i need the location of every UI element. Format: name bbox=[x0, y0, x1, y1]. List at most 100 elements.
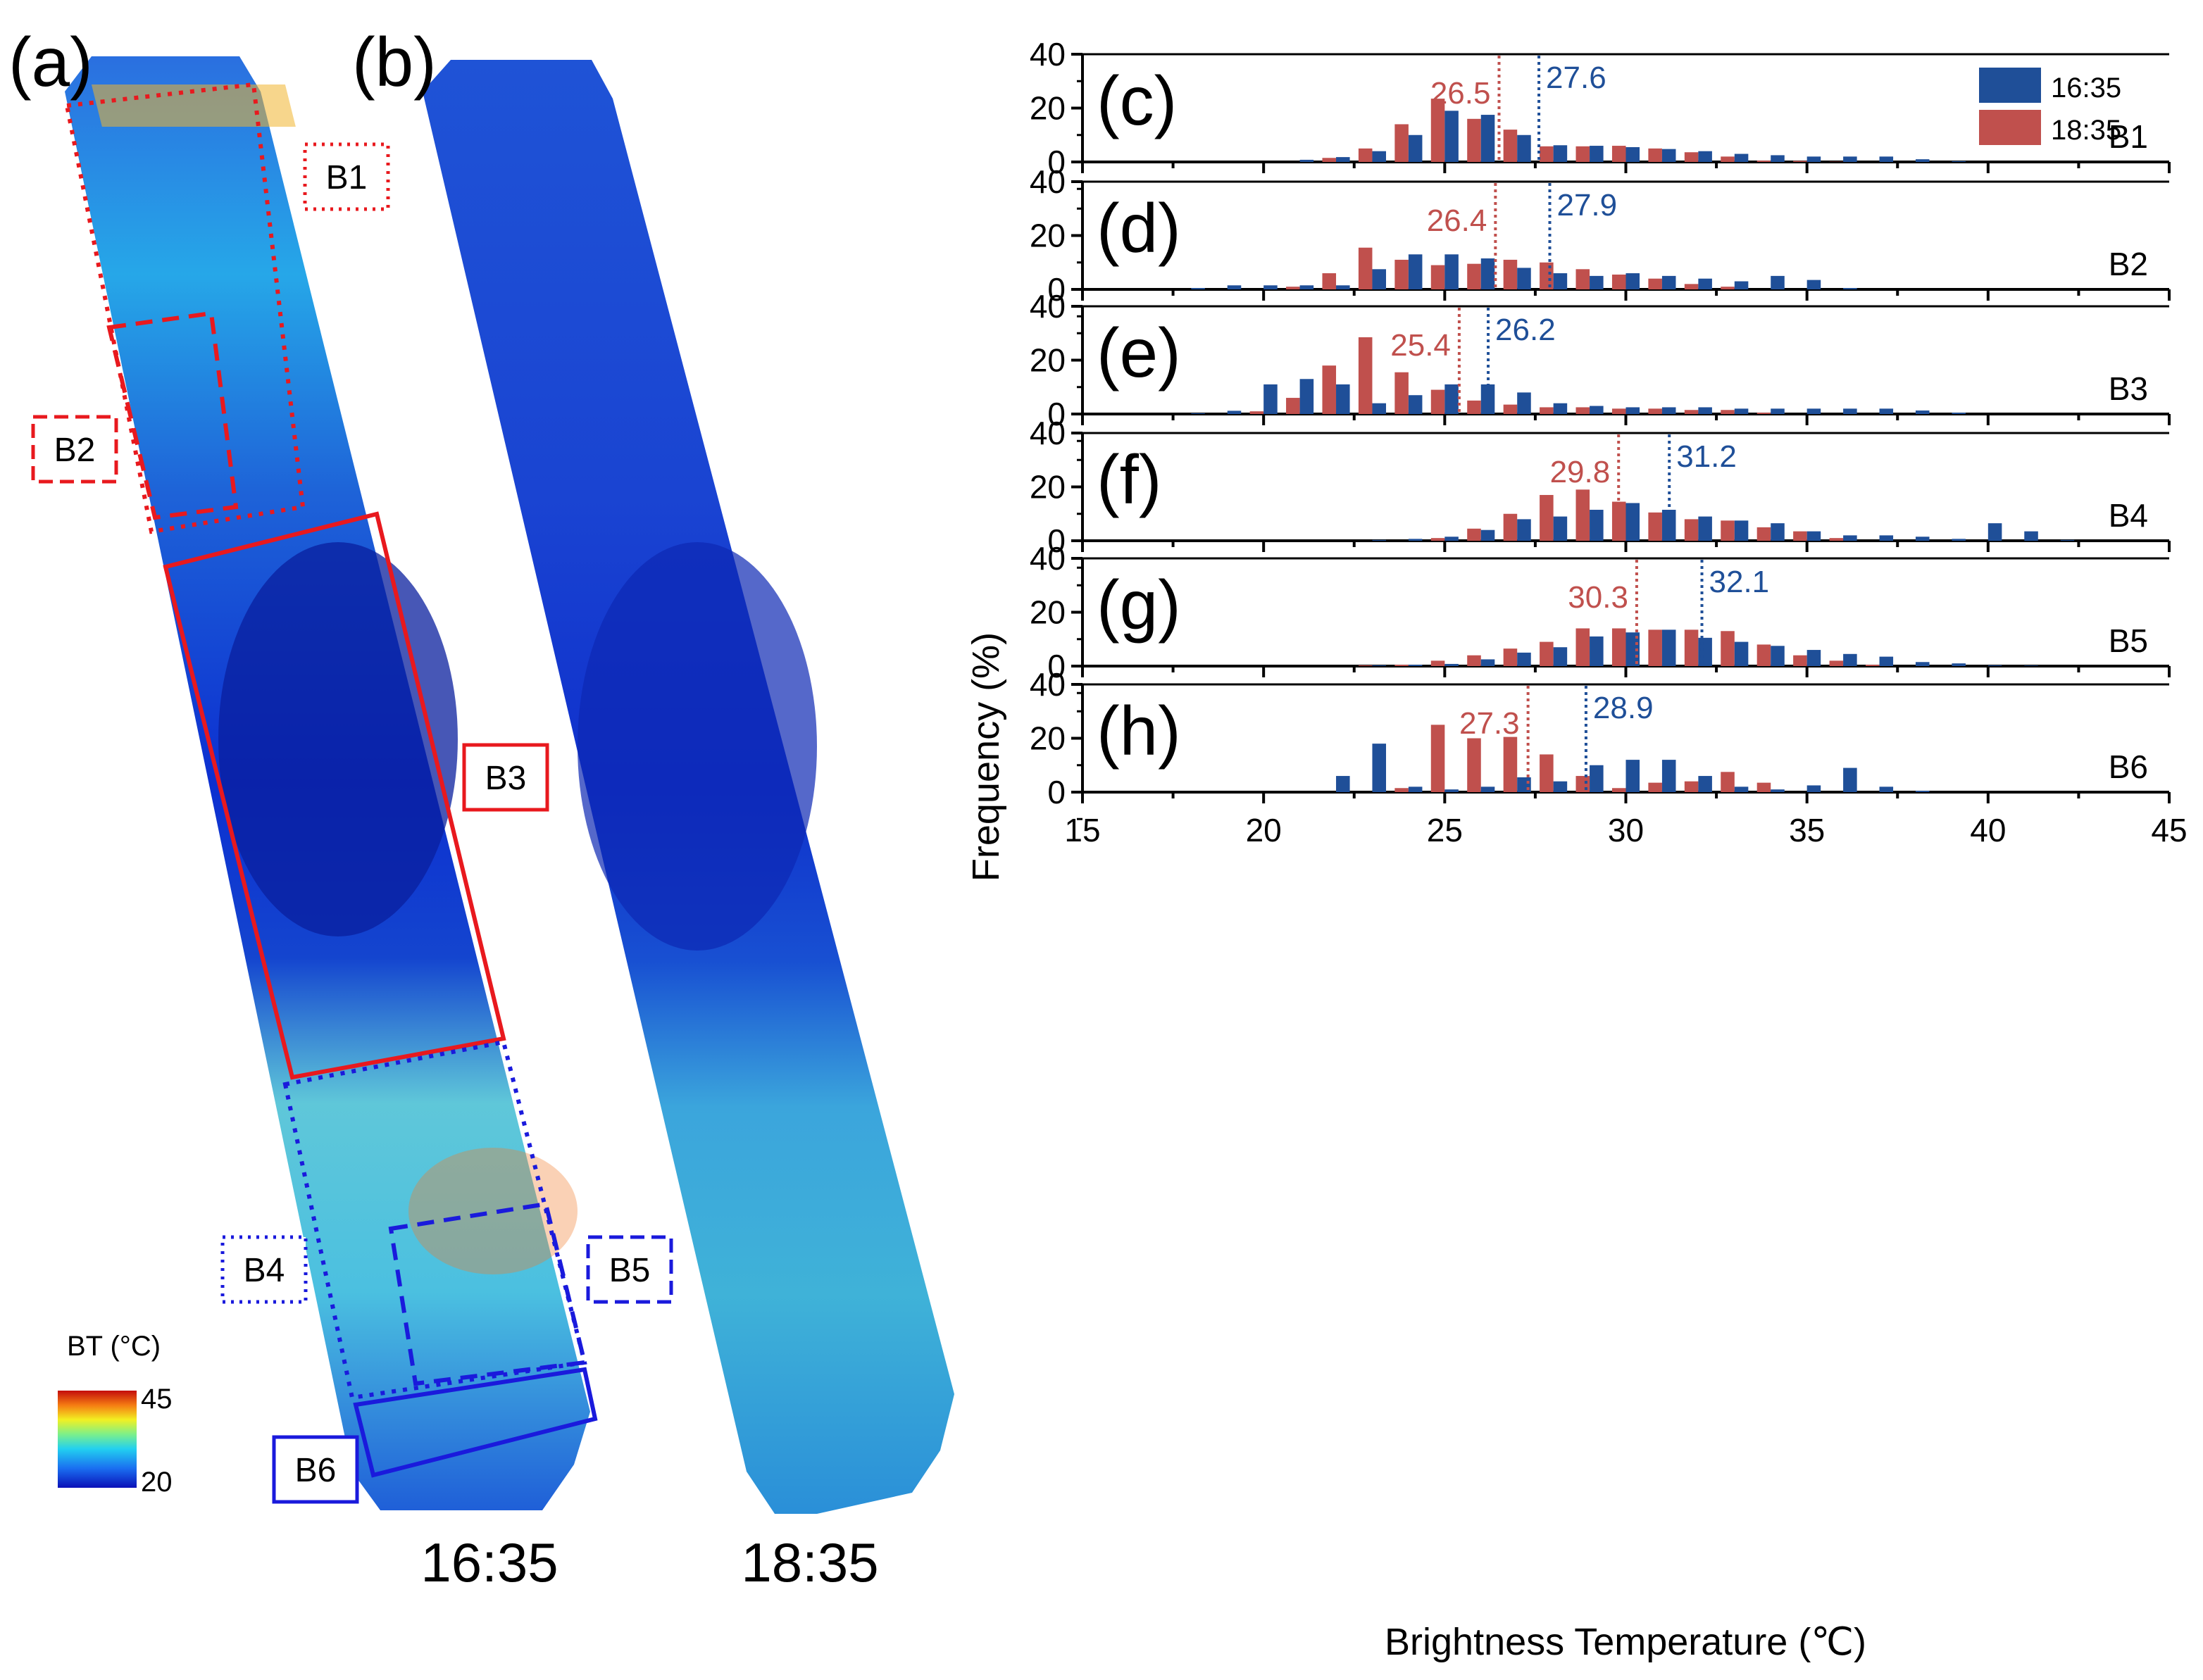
bar-1835 bbox=[1286, 287, 1300, 289]
y-tick-label: 40 bbox=[1030, 666, 1066, 703]
bar-1635 bbox=[1480, 786, 1495, 792]
bar-1835 bbox=[1611, 146, 1626, 162]
bar-1835 bbox=[1684, 629, 1699, 666]
bar-1835 bbox=[1430, 99, 1445, 162]
bar-1635 bbox=[1879, 656, 1894, 666]
bar-1835 bbox=[1611, 501, 1626, 541]
bar-1835 bbox=[1611, 408, 1626, 414]
bar-1635 bbox=[1517, 134, 1531, 162]
bar-1635 bbox=[1372, 269, 1387, 289]
y-tick-label: 20 bbox=[1030, 342, 1066, 379]
bar-1635 bbox=[1625, 407, 1640, 414]
bar-1635 bbox=[1299, 159, 1314, 162]
b2-label-box bbox=[31, 415, 118, 484]
bar-1635 bbox=[1625, 503, 1640, 541]
bar-1635 bbox=[2060, 539, 2075, 541]
histogram-panel-b2: 0 20 40 26.4 27.9 (d) B2 bbox=[1030, 163, 2171, 318]
bar-1835 bbox=[1540, 754, 1554, 792]
bar-1635 bbox=[1336, 384, 1350, 414]
bar-1635 bbox=[1625, 273, 1640, 289]
bar-1635 bbox=[1771, 789, 1785, 792]
bar-1635 bbox=[1698, 151, 1712, 162]
outline-b6 bbox=[353, 1367, 598, 1478]
bar-1635 bbox=[1480, 659, 1495, 666]
bar-1635 bbox=[1517, 392, 1531, 414]
bar-1635 bbox=[1480, 115, 1495, 162]
b1-label: B1 bbox=[326, 159, 368, 196]
bar-1835 bbox=[1829, 538, 1844, 541]
bar-1635 bbox=[1336, 776, 1350, 792]
bar-1835 bbox=[1540, 494, 1554, 541]
bar-1635 bbox=[1408, 134, 1423, 162]
b4-label-box bbox=[220, 1235, 308, 1304]
bar-1835 bbox=[1540, 407, 1554, 414]
bar-1835 bbox=[1467, 118, 1481, 162]
outline-b1 bbox=[64, 82, 306, 534]
bar-1835 bbox=[1503, 259, 1518, 289]
bar-1835 bbox=[1684, 781, 1699, 792]
y-tick-label: 20 bbox=[1030, 594, 1066, 631]
bar-1835 bbox=[1756, 527, 1771, 541]
bar-1635 bbox=[1879, 156, 1894, 162]
y-tick-label: 0 bbox=[1047, 774, 1066, 810]
bar-1835 bbox=[1358, 148, 1373, 162]
bar-1635 bbox=[1372, 744, 1387, 792]
y-tick-label: 40 bbox=[1030, 415, 1066, 451]
bar-1635 bbox=[1227, 285, 1242, 289]
bar-1835 bbox=[1540, 641, 1554, 666]
bar-1635 bbox=[1806, 280, 1821, 289]
bar-1635 bbox=[1661, 407, 1676, 414]
mean-label-1635: 27.9 bbox=[1556, 188, 1617, 222]
colorbar-min-label: 20 bbox=[141, 1467, 173, 1498]
bar-1835 bbox=[1467, 655, 1481, 666]
bar-1635 bbox=[1191, 413, 1205, 414]
bar-1835 bbox=[1503, 130, 1518, 162]
block-label: B4 bbox=[2109, 497, 2148, 534]
bar-1835 bbox=[1503, 404, 1518, 414]
bar-1635 bbox=[1661, 275, 1676, 289]
bar-1635 bbox=[1661, 760, 1676, 792]
block-labels: B1 B2 B3 B4 B5 B6 bbox=[31, 142, 673, 1504]
bar-1635 bbox=[1771, 408, 1785, 414]
bar-1635 bbox=[1263, 285, 1278, 289]
legend-label-1835: 18:35 bbox=[2051, 115, 2121, 146]
outline-b4 bbox=[282, 1039, 587, 1400]
bar-1835 bbox=[1467, 263, 1481, 289]
y-axis-title: Frequency (%) bbox=[965, 632, 1007, 882]
bar-1835 bbox=[1793, 655, 1807, 666]
mean-label-1835: 29.8 bbox=[1550, 455, 1611, 489]
bar-1635 bbox=[1806, 785, 1821, 792]
warm-road-band bbox=[91, 84, 296, 127]
bar-1635 bbox=[1553, 516, 1568, 541]
bar-1635 bbox=[1734, 786, 1749, 792]
bar-1635 bbox=[1336, 157, 1350, 162]
bar-1835 bbox=[1756, 161, 1771, 162]
outline-b5 bbox=[388, 1201, 587, 1386]
bar-1635 bbox=[2024, 531, 2038, 541]
bar-1635 bbox=[1843, 767, 1857, 792]
bar-1835 bbox=[1721, 156, 1735, 162]
bar-1635 bbox=[1408, 786, 1423, 792]
bar-1635 bbox=[1806, 531, 1821, 541]
bar-1835 bbox=[1684, 410, 1699, 414]
bar-1635 bbox=[1843, 408, 1857, 414]
x-tick-label: 40 bbox=[1970, 812, 2006, 848]
panel-letter: (h) bbox=[1097, 692, 1181, 770]
bar-1835 bbox=[1322, 158, 1337, 162]
b2-label: B2 bbox=[54, 432, 96, 469]
bar-1835 bbox=[1430, 538, 1445, 541]
legend-swatch-1835 bbox=[1979, 110, 2041, 145]
bar-1635 bbox=[1553, 781, 1568, 792]
bar-1835 bbox=[1756, 413, 1771, 414]
bar-1835 bbox=[1684, 152, 1699, 162]
bar-1635 bbox=[1987, 523, 2002, 541]
bar-1635 bbox=[1553, 273, 1568, 289]
hot-spot-area bbox=[408, 1148, 578, 1274]
bar-1835 bbox=[1648, 408, 1662, 414]
bar-1635 bbox=[1734, 520, 1749, 541]
bar-1635 bbox=[1952, 663, 1966, 666]
bar-1635 bbox=[1590, 765, 1604, 792]
bar-1835 bbox=[1467, 738, 1481, 792]
bar-1635 bbox=[1771, 155, 1785, 162]
bar-1835 bbox=[1575, 628, 1590, 666]
